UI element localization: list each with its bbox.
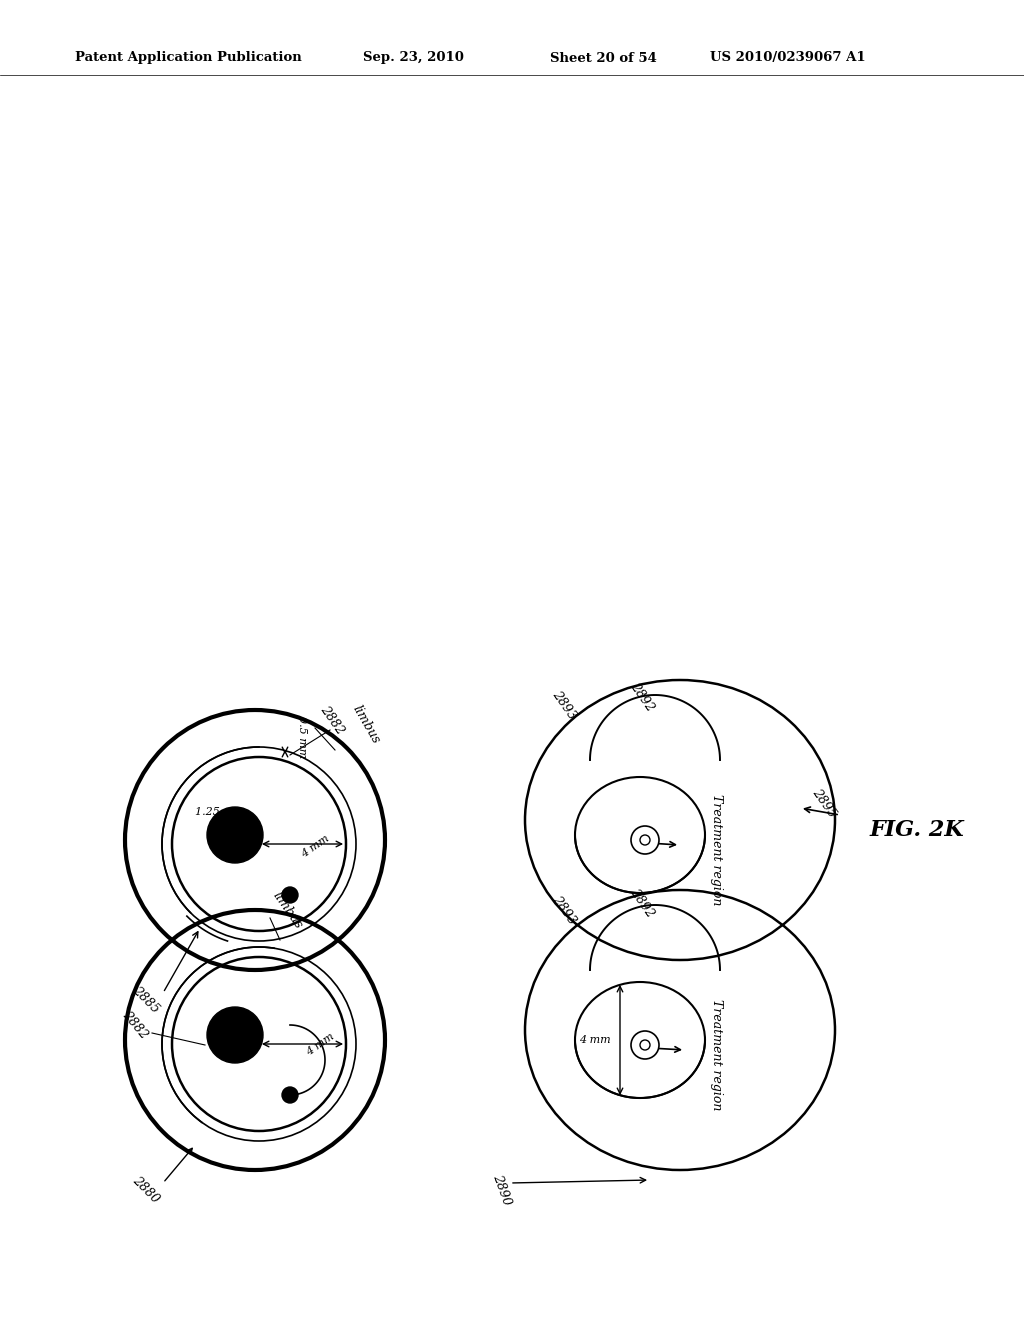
Circle shape [631,1031,659,1059]
Circle shape [282,887,298,903]
Text: 4 mm: 4 mm [299,834,331,861]
Circle shape [207,807,263,863]
Text: 4 mm: 4 mm [580,1035,610,1045]
Text: 2885: 2885 [130,985,162,1016]
Text: 2882: 2882 [120,1008,151,1041]
Text: 2880: 2880 [130,1173,162,1206]
Text: 2895: 2895 [810,787,839,820]
Text: Patent Application Publication: Patent Application Publication [75,51,302,65]
Circle shape [640,1040,650,1049]
Text: limbus: limbus [270,888,305,931]
Text: limbus: limbus [350,704,382,747]
Text: Treatment region: Treatment region [710,999,723,1110]
Text: 2890: 2890 [490,1172,513,1208]
Text: 1.25 mm: 1.25 mm [196,807,245,817]
Circle shape [631,826,659,854]
Text: 4 mm: 4 mm [304,1032,336,1059]
Text: 2892: 2892 [628,680,657,714]
Text: Sheet 20 of 54: Sheet 20 of 54 [550,51,656,65]
Circle shape [282,1086,298,1104]
Text: 2882: 2882 [318,704,347,737]
Text: 2893: 2893 [550,688,579,722]
Text: 0.5 mm: 0.5 mm [297,715,307,758]
Text: US 2010/0239067 A1: US 2010/0239067 A1 [710,51,865,65]
Circle shape [207,1007,263,1063]
Text: 2893: 2893 [550,894,579,927]
Circle shape [640,836,650,845]
Text: 2892: 2892 [628,886,657,920]
Text: FIG. 2K: FIG. 2K [870,818,965,841]
Text: Treatment region: Treatment region [710,795,723,906]
Text: Sep. 23, 2010: Sep. 23, 2010 [362,51,464,65]
